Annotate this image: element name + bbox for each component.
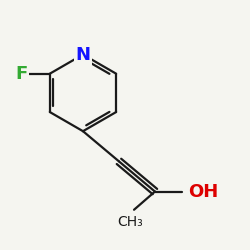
Text: F: F bbox=[15, 65, 28, 83]
Text: CH₃: CH₃ bbox=[118, 215, 143, 229]
Text: OH: OH bbox=[188, 182, 218, 200]
Text: N: N bbox=[76, 46, 90, 64]
